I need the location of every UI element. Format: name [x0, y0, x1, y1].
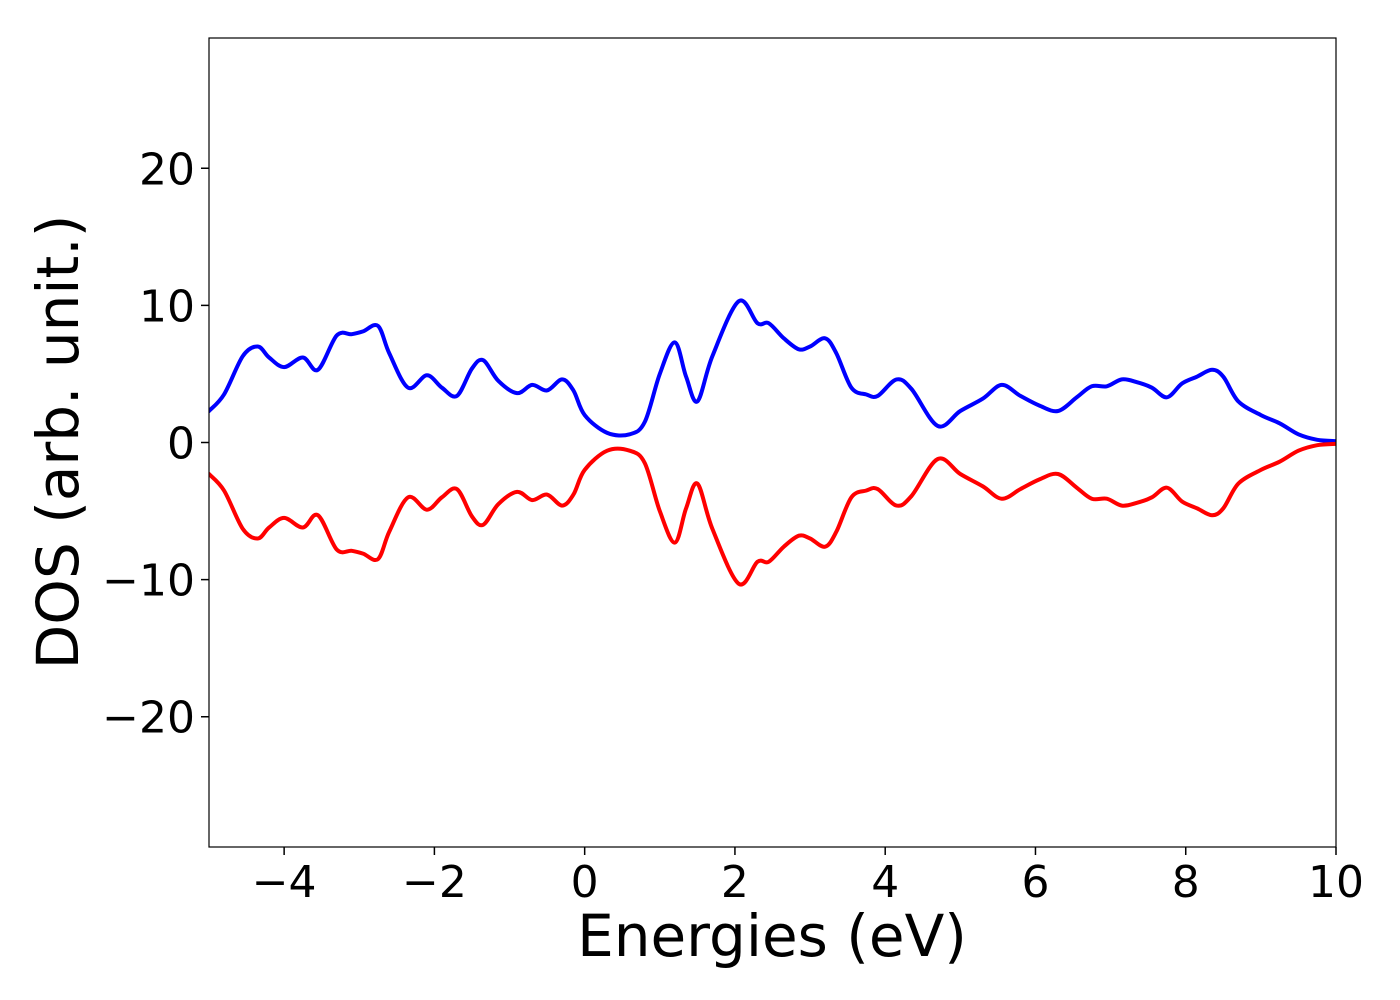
x-tick-label: 2: [721, 857, 749, 908]
x-tick-label: 6: [1021, 857, 1049, 908]
x-tick-label: −2: [402, 857, 467, 908]
series-layer: [209, 298, 1336, 587]
x-tick-label: −4: [252, 857, 317, 908]
series-line-spin-down: [209, 441, 1336, 587]
y-tick-label: 0: [167, 419, 195, 470]
x-tick-label: 10: [1308, 857, 1364, 908]
x-tick-label: 0: [571, 857, 599, 908]
x-tick-label: 4: [871, 857, 899, 908]
y-axis: 20 10 0 −10 −20: [102, 144, 209, 744]
y-tick-label: 20: [139, 144, 195, 195]
y-axis-label: DOS (arb. unit.): [24, 215, 92, 670]
series-line-spin-up: [209, 298, 1336, 444]
x-tick-label: 8: [1172, 857, 1200, 908]
y-tick-label: 10: [139, 281, 195, 332]
x-axis: −4 −2 0 2 4 6 8 10: [252, 847, 1364, 908]
x-axis-label: Energies (eV): [577, 902, 967, 970]
plot-background: [209, 38, 1336, 847]
y-tick-label: −10: [102, 556, 195, 607]
y-tick-label: −20: [102, 693, 195, 744]
